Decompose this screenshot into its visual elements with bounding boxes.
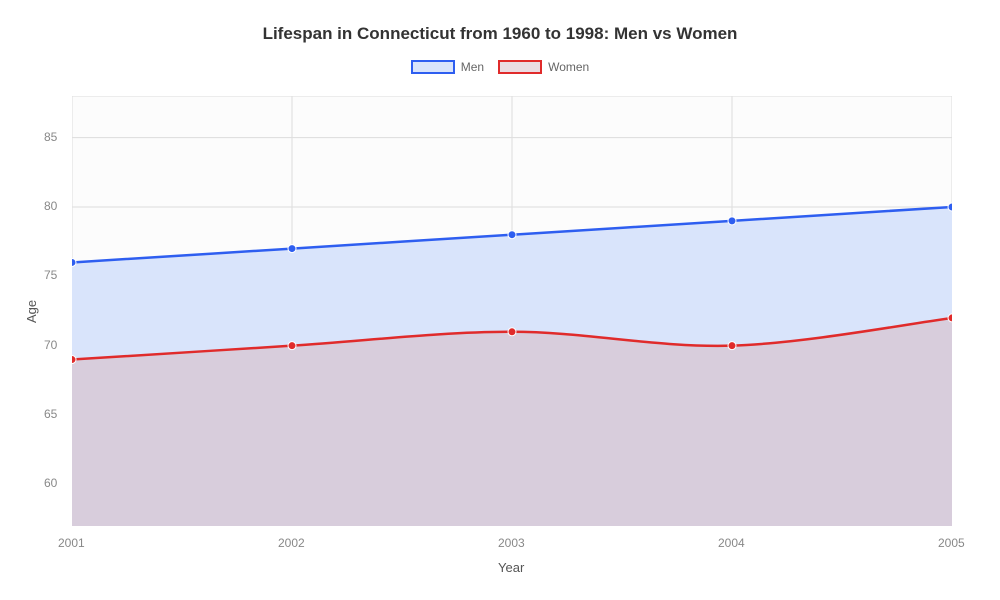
y-tick-label: 80 — [44, 199, 57, 213]
legend: Men Women — [0, 60, 1000, 74]
y-tick-label: 75 — [44, 268, 57, 282]
plot-area — [72, 96, 952, 526]
legend-label-men: Men — [461, 60, 484, 74]
x-tick-label: 2005 — [938, 536, 965, 550]
x-tick-label: 2002 — [278, 536, 305, 550]
chart-container: Lifespan in Connecticut from 1960 to 199… — [0, 0, 1000, 600]
y-tick-label: 85 — [44, 130, 57, 144]
y-tick-label: 60 — [44, 476, 57, 490]
y-tick-label: 70 — [44, 338, 57, 352]
legend-swatch-men — [411, 60, 455, 74]
legend-label-women: Women — [548, 60, 589, 74]
y-axis-label: Age — [24, 300, 39, 323]
legend-item-women: Women — [498, 60, 589, 74]
legend-item-men: Men — [411, 60, 484, 74]
chart-title: Lifespan in Connecticut from 1960 to 199… — [0, 24, 1000, 44]
x-axis-label: Year — [498, 560, 524, 575]
y-tick-label: 65 — [44, 407, 57, 421]
x-tick-label: 2003 — [498, 536, 525, 550]
x-tick-label: 2004 — [718, 536, 745, 550]
x-tick-label: 2001 — [58, 536, 85, 550]
legend-swatch-women — [498, 60, 542, 74]
